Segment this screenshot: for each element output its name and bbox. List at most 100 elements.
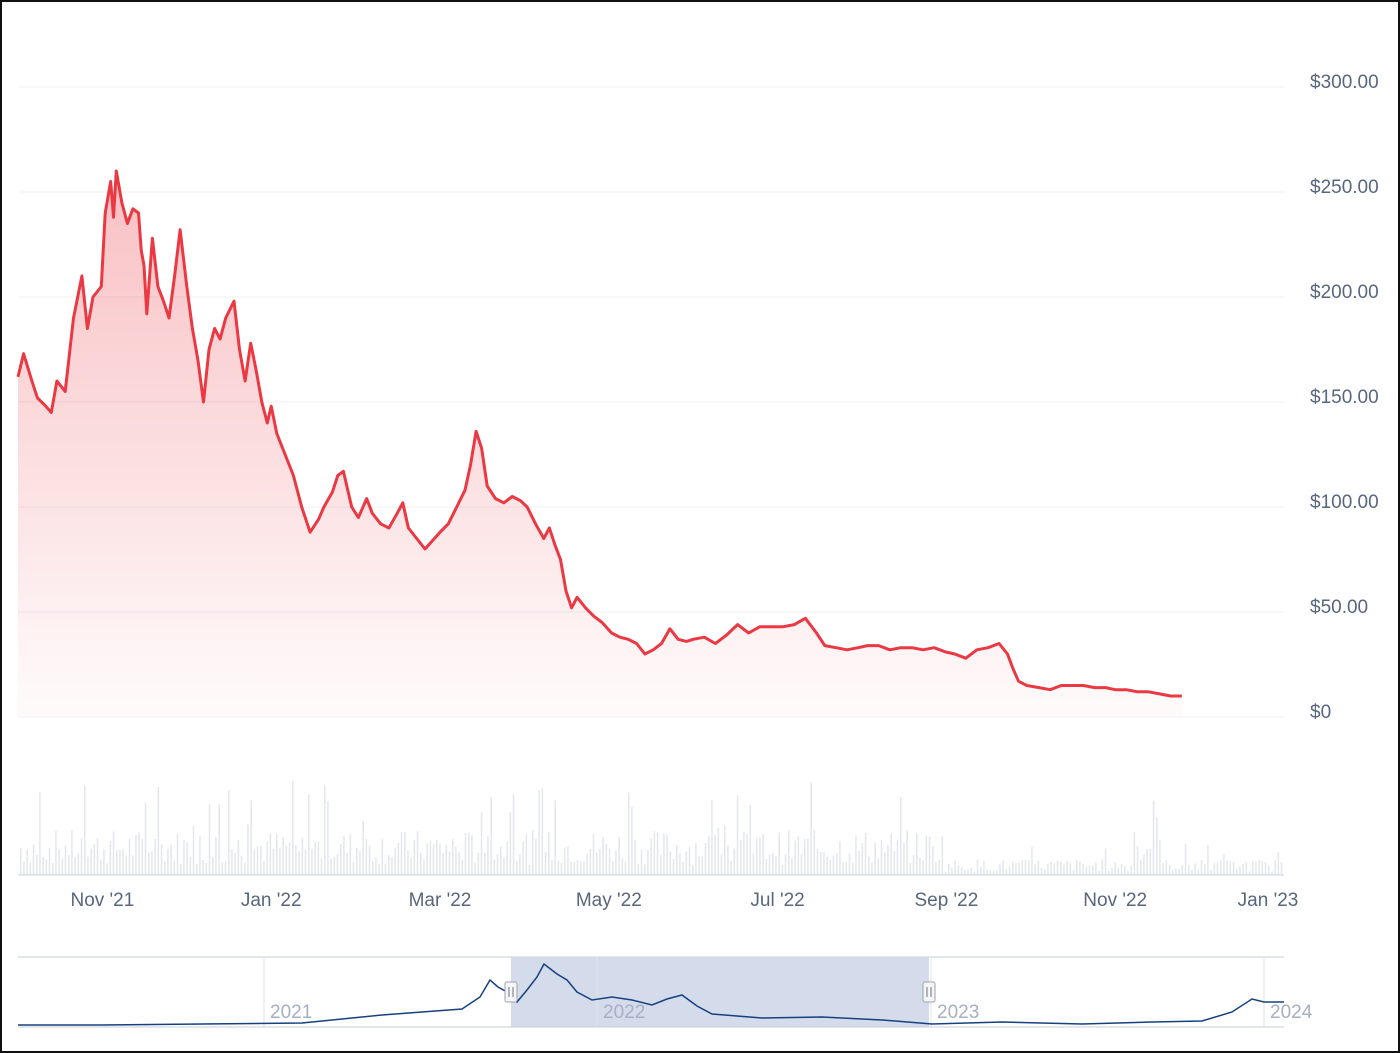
volume-bar [554,800,556,875]
volume-bar [292,780,294,875]
volume-bar [912,855,915,875]
volume-bar [45,859,48,875]
volume-bar [842,862,844,875]
volume-bar [640,849,643,875]
x-tick-label: Sep '22 [914,890,978,911]
volume-bar [528,864,531,875]
volume-bar [1197,869,1200,875]
volume-bar [695,843,697,875]
volume-bar [1204,863,1206,875]
volume-bar [596,852,598,875]
volume-bar [480,812,483,875]
y-tick-label: $300.00 [1310,72,1379,93]
volume-bar [989,870,992,875]
price-area-fill [18,171,1182,717]
volume-bar [884,852,886,875]
volume-bar [36,855,38,875]
volume-bar [615,850,617,875]
volume-bar [704,842,707,875]
volume-bar [170,844,172,875]
volume-bar [685,851,688,875]
volume-bar [919,857,921,875]
volume-bar [1114,862,1116,875]
volume-bar [983,860,985,875]
volume-bar [333,856,336,875]
volume-bar [234,853,236,875]
volume-bar [724,825,726,875]
volume-bar [800,854,803,875]
volume-bar [154,839,156,875]
navigator-selection[interactable] [511,957,929,1027]
volume-bar [468,832,470,875]
x-axis-labels: Nov '21 Jan '22 Mar '22 May '22 Jul '22 Sep '… [70,890,1298,911]
volume-bar [711,800,713,875]
navigator-handle[interactable] [504,981,518,1003]
volume-bar [714,834,716,875]
volume-bar [1261,860,1264,875]
volume-bar [439,843,441,875]
volume-bar [279,847,281,875]
volume-bar [247,824,249,875]
volume-bar [730,860,732,875]
volume-bar [128,838,131,875]
volume-bar [871,862,873,875]
volume-bar [624,861,627,875]
volume-bar [397,843,400,875]
volume-bar [980,866,982,875]
volume-bar [688,846,691,875]
volume-bar [237,839,240,875]
volume-bar [644,864,646,875]
volume-bar [938,859,940,875]
volume-bar [877,858,880,875]
volume-bar [1184,843,1187,875]
volume-bar [1223,854,1225,875]
volume-bar [928,836,931,875]
volume-bar [880,840,883,875]
volume-bar [218,804,220,875]
volume-bar [1194,863,1196,875]
volume-bar [1152,800,1155,875]
volume-bar [612,861,614,875]
volume-bar [442,853,444,875]
volume-bar [58,849,60,875]
range-navigator[interactable]: 2021 2022 2023 2024 [18,956,1313,1028]
navigator-handle[interactable] [922,981,936,1003]
volume-bar [762,833,764,875]
volume-bar [759,838,761,875]
volume-bar [1056,861,1059,875]
volume-bar [1149,849,1152,875]
volume-bar [74,856,76,875]
volume-bar [1271,871,1273,875]
volume-bar [52,863,54,875]
volume-bar [228,790,230,875]
volume-bar [1213,863,1216,875]
volume-bar [448,851,451,875]
volume-bar [135,834,137,875]
volume-bar [346,852,348,875]
volume-bar [1159,840,1161,875]
x-tick-label: Mar '22 [409,890,472,911]
volume-bar [356,848,358,875]
volume-bar [378,863,380,875]
volume-bar [87,856,89,875]
volume-bar [637,863,640,875]
volume-bar [647,849,649,875]
volume-bar [663,833,665,875]
volume-bar [359,850,361,875]
volume-bar [151,851,153,875]
volume-bar [960,867,963,875]
volume-bar [1200,859,1203,875]
volume-bar [372,861,374,875]
volume-bar [416,831,419,875]
volume-bar [298,851,300,875]
volume-bar [180,864,182,875]
volume-bar [1127,870,1129,875]
volume-bar [96,838,99,875]
volume-bar [388,855,390,875]
volume-bar [429,840,432,875]
volume-bar [970,868,972,875]
volume-bar [506,841,508,875]
volume-bar [1140,859,1142,875]
volume-bar [1229,861,1232,875]
volume-bar [682,861,684,875]
